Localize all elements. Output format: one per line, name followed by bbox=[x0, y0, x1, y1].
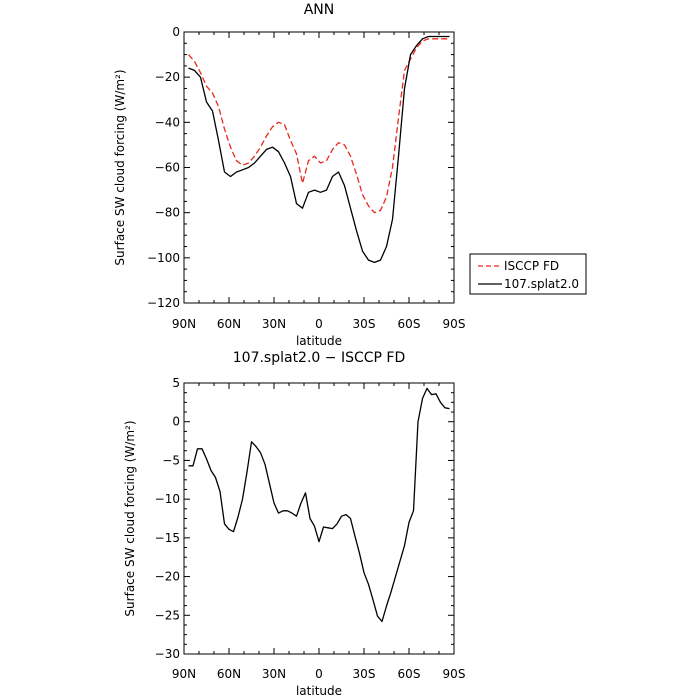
chart-title: 107.splat2.0 − ISCCP FD bbox=[233, 350, 406, 366]
legend-box bbox=[469, 253, 587, 295]
top-panel-annual-cloud-forcing: ANN 90N 60N 30N 0 30S 60S 90S −120 −100 −80 −60 −40 −… bbox=[113, 2, 465, 348]
y-tick-label: −20 bbox=[155, 70, 180, 84]
y-tick-label: −15 bbox=[155, 531, 180, 545]
x-tick-label: 60S bbox=[398, 317, 421, 331]
y-tick-label: −60 bbox=[155, 161, 180, 175]
x-tick-label: 30S bbox=[353, 317, 376, 331]
x-tick-label: 0 bbox=[315, 667, 323, 681]
y-tick-label: −100 bbox=[147, 251, 180, 265]
y-axis-title: Surface SW cloud forcing (W/m²) bbox=[113, 69, 127, 265]
x-tick-label: 0 bbox=[315, 317, 323, 331]
series-line-107-splat2-0 bbox=[188, 35, 450, 264]
y-tick-label: −30 bbox=[155, 647, 180, 661]
y-tick-label: −120 bbox=[147, 296, 180, 310]
y-tick-label: −80 bbox=[155, 206, 180, 220]
y-tick-label: −40 bbox=[155, 115, 180, 129]
legend-label: 107.splat2.0 bbox=[504, 277, 579, 291]
y-tick-label: −10 bbox=[155, 492, 180, 506]
y-tick-label: −5 bbox=[162, 453, 180, 467]
legend: ISCCP FD 107.splat2.0 bbox=[469, 253, 587, 295]
x-tick-label: 30S bbox=[353, 667, 376, 681]
chart-title: ANN bbox=[304, 2, 335, 18]
x-tick-label: 90N bbox=[172, 667, 196, 681]
y-tick-label: 5 bbox=[172, 376, 180, 390]
x-tick-label: 90N bbox=[172, 317, 196, 331]
plot-frame bbox=[183, 31, 455, 304]
legend-label: ISCCP FD bbox=[504, 259, 559, 273]
x-tick-label: 30N bbox=[262, 317, 286, 331]
bottom-panel-difference: 107.splat2.0 − ISCCP FD 90N 60N 30N 0 30S 60S 9… bbox=[123, 350, 465, 698]
x-tick-label: 60S bbox=[398, 667, 421, 681]
x-tick-label: 60N bbox=[217, 667, 241, 681]
x-tick-label: 60N bbox=[217, 317, 241, 331]
x-axis-title: latitude bbox=[296, 684, 342, 698]
y-tick-label: 0 bbox=[172, 415, 180, 429]
y-axis-title: Surface SW cloud forcing (W/m²) bbox=[123, 420, 137, 616]
series-line-isccp-fd bbox=[188, 38, 450, 214]
plot-frame bbox=[183, 382, 455, 655]
y-tick-label: 0 bbox=[172, 25, 180, 39]
x-tick-label: 90S bbox=[443, 317, 466, 331]
series-line-difference bbox=[188, 387, 450, 623]
y-tick-label: −25 bbox=[155, 608, 180, 622]
x-tick-label: 30N bbox=[262, 667, 286, 681]
y-tick-label: −20 bbox=[155, 570, 180, 584]
x-tick-label: 90S bbox=[443, 667, 466, 681]
x-axis-title: latitude bbox=[296, 334, 342, 348]
